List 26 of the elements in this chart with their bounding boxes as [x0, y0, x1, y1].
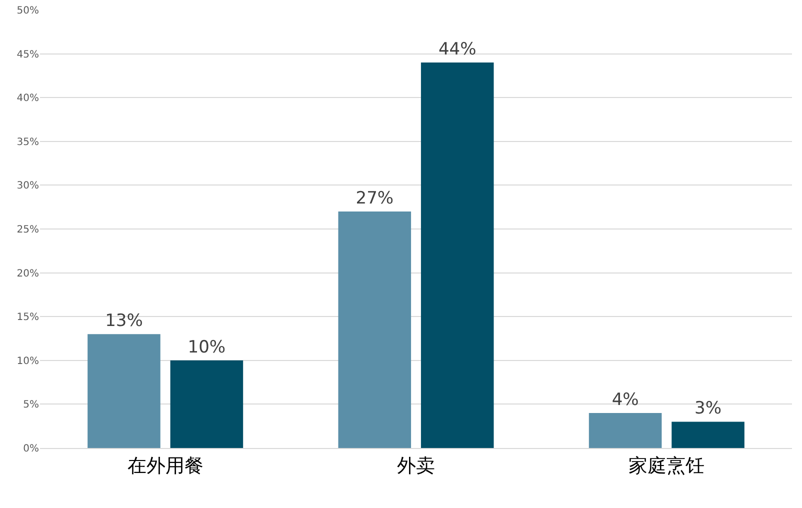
y-tick-label: 25%: [16, 224, 39, 236]
bar: [672, 422, 744, 448]
y-tick-label: 45%: [16, 49, 39, 60]
y-tick-label: 50%: [16, 6, 39, 16]
data-label: 3%: [694, 398, 722, 419]
y-tick-label: 0%: [23, 444, 39, 454]
y-tick-label: 15%: [16, 312, 39, 324]
bar: [88, 334, 160, 448]
data-label: 27%: [356, 188, 394, 208]
bar: [170, 360, 244, 448]
data-label: 4%: [612, 390, 639, 410]
data-label: 13%: [105, 311, 143, 332]
y-tick-label: 5%: [23, 400, 39, 411]
bar: [588, 412, 662, 448]
x-tick-label: 在外用餐: [127, 454, 204, 477]
y-tick-label: 10%: [16, 356, 39, 367]
data-label: 44%: [438, 40, 476, 60]
bar: [420, 62, 494, 448]
y-tick-label: 30%: [16, 180, 39, 192]
x-tick-label: 家庭烹饪: [628, 454, 705, 477]
bar: [338, 211, 412, 448]
y-tick-label: 20%: [16, 268, 39, 280]
y-tick-label: 40%: [16, 93, 39, 104]
data-label: 10%: [188, 337, 226, 358]
x-tick-label: 外卖: [397, 454, 435, 477]
y-tick-label: 35%: [16, 136, 39, 148]
